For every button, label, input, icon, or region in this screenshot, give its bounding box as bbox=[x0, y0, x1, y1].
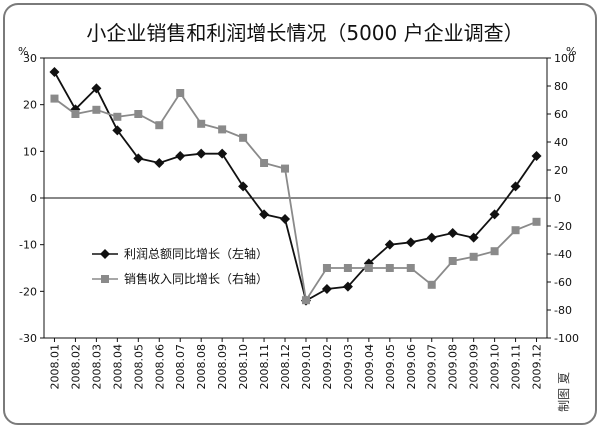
x-axis-tick-label: 2009.11 bbox=[510, 344, 523, 390]
data-point-sales bbox=[427, 280, 436, 289]
chart-title: 小企业销售和利润增长情况（5000 户企业调查） bbox=[86, 21, 523, 45]
left-axis-tick-label: -20 bbox=[19, 285, 37, 298]
left-axis-tick-label: 10 bbox=[23, 145, 37, 158]
data-point-sales bbox=[385, 264, 394, 272]
left-axis-tick-label: -10 bbox=[19, 239, 37, 252]
data-point-profit bbox=[384, 239, 395, 250]
data-point-sales bbox=[511, 226, 520, 235]
data-point-profit bbox=[280, 214, 291, 224]
left-axis-tick-label: 0 bbox=[30, 192, 37, 205]
data-point-sales bbox=[113, 112, 122, 121]
data-point-profit bbox=[489, 209, 500, 220]
data-point-sales bbox=[155, 121, 164, 130]
right-axis-tick-label: -20 bbox=[554, 220, 572, 233]
x-axis-tick-label: 2008.08 bbox=[195, 344, 208, 390]
right-axis-tick-label: 0 bbox=[554, 192, 561, 205]
data-point-sales bbox=[469, 252, 478, 261]
x-axis-tick-label: 2008.11 bbox=[258, 344, 271, 390]
right-axis-tick-label: 40 bbox=[554, 136, 568, 149]
left-axis-unit: % bbox=[18, 45, 28, 58]
x-axis-tick-label: 2009.06 bbox=[405, 344, 418, 390]
x-axis-tick-label: 2008.01 bbox=[48, 344, 61, 390]
data-point-sales bbox=[490, 247, 499, 256]
data-point-profit bbox=[49, 67, 60, 77]
x-axis-tick-label: 2009.07 bbox=[426, 344, 439, 390]
data-point-profit bbox=[468, 232, 479, 243]
left-axis-tick-label: 30 bbox=[23, 52, 37, 65]
x-axis-tick-label: 2008.06 bbox=[153, 344, 166, 390]
legend-label-profit: 利润总额同比增长（左轴） bbox=[124, 246, 268, 261]
data-point-profit bbox=[196, 148, 207, 159]
data-point-sales bbox=[71, 110, 80, 118]
legend-marker-profit bbox=[100, 249, 110, 259]
x-axis-tick-label: 2008.10 bbox=[237, 344, 250, 390]
data-point-profit bbox=[342, 281, 353, 292]
legend-label-sales: 销售收入同比增长（右轴） bbox=[124, 271, 268, 286]
data-point-sales bbox=[218, 125, 227, 134]
x-axis-tick-label: 2008.05 bbox=[132, 344, 145, 390]
x-axis-tick-label: 2009.04 bbox=[363, 344, 376, 390]
data-point-sales bbox=[532, 217, 541, 226]
x-axis-tick-label: 2009.08 bbox=[447, 344, 460, 390]
data-point-profit bbox=[238, 181, 249, 192]
data-point-profit bbox=[510, 181, 521, 192]
x-axis-tick-label: 2009.12 bbox=[531, 344, 544, 390]
data-point-sales bbox=[176, 89, 185, 97]
data-point-profit bbox=[217, 148, 228, 159]
data-point-sales bbox=[406, 264, 415, 272]
data-point-profit bbox=[531, 151, 542, 161]
data-point-sales bbox=[50, 94, 59, 103]
data-point-profit bbox=[447, 228, 458, 238]
right-axis-unit: % bbox=[566, 45, 576, 58]
data-point-sales bbox=[301, 296, 310, 305]
right-axis-tick-label: -40 bbox=[554, 248, 572, 261]
x-axis-tick-label: 2009.09 bbox=[468, 344, 481, 390]
data-point-profit bbox=[259, 209, 270, 220]
right-axis-tick-label: 60 bbox=[554, 108, 568, 121]
legend-marker-sales bbox=[101, 275, 109, 283]
data-point-sales bbox=[322, 264, 331, 272]
data-point-sales bbox=[134, 110, 143, 118]
x-axis-tick-label: 2008.07 bbox=[174, 344, 187, 390]
x-axis-tick-label: 2008.04 bbox=[111, 344, 124, 390]
plot-area: 3020100-10-20-30100806040200-20-40-60-80… bbox=[19, 52, 579, 390]
x-axis-tick-label: 2009.01 bbox=[300, 344, 313, 390]
data-point-profit bbox=[112, 125, 123, 136]
x-axis-tick-label: 2009.03 bbox=[342, 344, 355, 390]
x-axis-tick-label: 2008.02 bbox=[69, 344, 82, 390]
data-point-sales bbox=[343, 264, 352, 272]
chart-background bbox=[3, 3, 597, 425]
x-axis-tick-label: 2009.10 bbox=[489, 344, 502, 390]
x-axis-tick-label: 2008.12 bbox=[279, 344, 292, 390]
data-point-profit bbox=[426, 232, 437, 243]
x-axis-tick-label: 2009.02 bbox=[321, 344, 334, 390]
right-axis-tick-label: 20 bbox=[554, 164, 568, 177]
data-point-sales bbox=[239, 133, 248, 142]
data-point-sales bbox=[92, 105, 101, 114]
data-point-profit bbox=[175, 151, 186, 161]
credit: 制图 夏 bbox=[557, 372, 571, 412]
right-axis-tick-label: -100 bbox=[554, 332, 579, 345]
right-axis-tick-label: 100 bbox=[554, 52, 575, 65]
right-axis-tick-label: -60 bbox=[554, 276, 572, 289]
data-point-sales bbox=[260, 159, 269, 167]
data-point-profit bbox=[154, 158, 165, 168]
left-axis-tick-label: 20 bbox=[23, 99, 37, 112]
x-axis-tick-label: 2008.09 bbox=[216, 344, 229, 390]
legend: 利润总额同比增长（左轴） 销售收入同比增长（右轴） bbox=[92, 246, 268, 286]
data-point-profit bbox=[133, 153, 144, 164]
right-axis-tick-label: 80 bbox=[554, 80, 568, 93]
data-point-sales bbox=[364, 264, 373, 272]
data-point-sales bbox=[448, 257, 457, 265]
data-point-profit bbox=[321, 284, 332, 294]
right-axis-tick-label: -80 bbox=[554, 304, 572, 317]
x-axis-tick-label: 2008.03 bbox=[90, 344, 103, 390]
x-axis-tick-label: 2009.05 bbox=[384, 344, 397, 390]
data-point-profit bbox=[91, 83, 102, 94]
data-point-profit bbox=[405, 237, 416, 248]
data-point-sales bbox=[197, 119, 206, 128]
data-point-sales bbox=[281, 164, 290, 173]
left-axis-tick-label: -30 bbox=[19, 332, 37, 345]
